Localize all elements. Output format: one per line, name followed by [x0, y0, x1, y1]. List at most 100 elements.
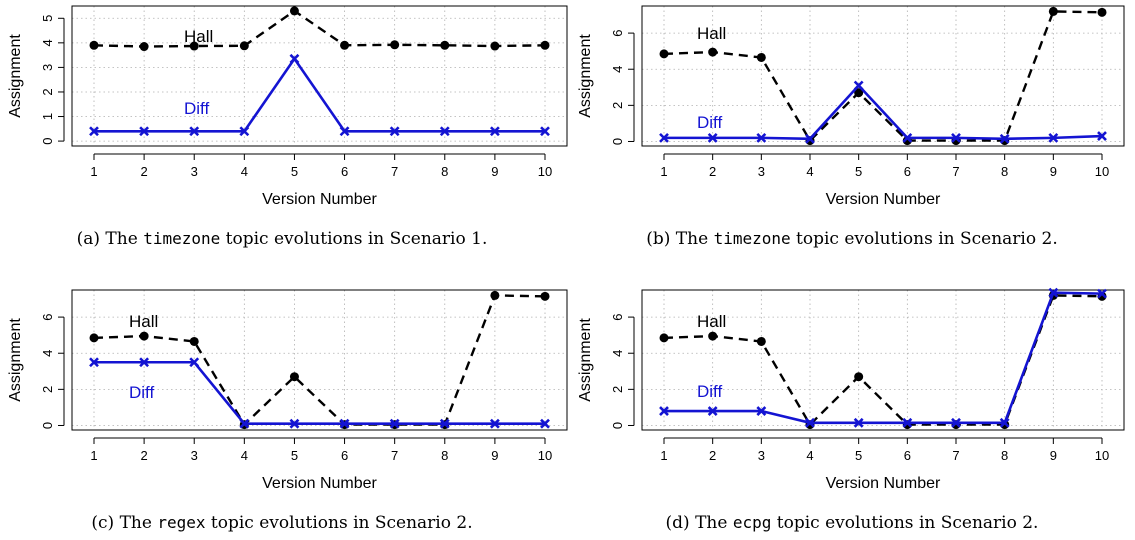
- series-line-hall: [93, 294, 546, 427]
- point-diff: [805, 133, 815, 144]
- point-hall: [756, 52, 766, 62]
- point-hall: [490, 290, 500, 300]
- point-hall: [490, 41, 500, 51]
- point-diff: [999, 417, 1010, 428]
- series-diff: Diff: [89, 53, 550, 137]
- point-diff: [489, 418, 500, 429]
- x-tick-label: 6: [341, 164, 348, 179]
- x-tick-label: 10: [1095, 164, 1109, 179]
- point-diff: [1048, 132, 1059, 143]
- point-diff: [1048, 287, 1059, 298]
- point-diff: [139, 357, 150, 368]
- y-tick-label: 0: [610, 422, 625, 429]
- point-diff: [489, 126, 500, 137]
- x-tick-label: 10: [538, 448, 552, 463]
- y-tick-label: 2: [610, 102, 625, 109]
- point-hall: [340, 40, 350, 50]
- x-tick-label: 4: [806, 164, 813, 179]
- point-diff: [805, 417, 815, 428]
- x-tick-label: 8: [1001, 448, 1008, 463]
- point-diff: [540, 418, 550, 429]
- point-hall: [854, 372, 864, 382]
- point-diff: [239, 418, 250, 429]
- point-hall: [540, 40, 550, 50]
- point-hall: [89, 333, 99, 343]
- point-hall: [756, 336, 766, 346]
- y-tick-label: 3: [40, 64, 55, 71]
- point-hall: [189, 336, 199, 346]
- panel-c: 1 2 3 4 5 6 7 8 9 10 0 2 4 6 Version Number Assignment H…: [7, 289, 568, 533]
- series-label-diff: Diff: [184, 99, 209, 118]
- x-tick-label: 4: [806, 448, 813, 463]
- figure-caption: (a) The timezone topic evolutions in Sce…: [77, 229, 488, 249]
- x-tick-label: 4: [241, 164, 248, 179]
- point-diff: [540, 126, 550, 137]
- point-hall: [440, 40, 450, 50]
- y-tick-label: 4: [610, 350, 625, 357]
- figure-caption: (d) The ecpg topic evolutions in Scenari…: [666, 513, 1039, 533]
- series-line-diff: [664, 83, 1103, 141]
- y-tick-label: 5: [40, 15, 55, 22]
- point-hall: [289, 372, 299, 382]
- x-tick-label: 7: [391, 164, 398, 179]
- series-line-hall: [663, 294, 1103, 427]
- point-diff: [439, 126, 450, 137]
- point-diff: [289, 53, 300, 64]
- x-tick-label: 1: [90, 448, 97, 463]
- point-diff: [389, 418, 400, 429]
- x-tick-label: 4: [241, 448, 248, 463]
- point-diff: [89, 357, 99, 368]
- y-axis-label: Assignment: [7, 318, 24, 402]
- x-tick-label: 5: [855, 448, 862, 463]
- series-line-diff: [94, 56, 545, 133]
- x-tick-label: 9: [491, 448, 498, 463]
- plot-frame: [641, 289, 1125, 431]
- x-tick-label: 5: [291, 448, 298, 463]
- y-tick-label: 4: [610, 66, 625, 73]
- point-hall: [139, 331, 149, 341]
- point-diff: [902, 417, 913, 428]
- panel-d: 1 2 3 4 5 6 7 8 9 10 0 2 4 6 Version Number Assignment H…: [577, 287, 1125, 533]
- point-hall: [854, 88, 864, 98]
- x-tick-label: 9: [1050, 164, 1057, 179]
- series-label-hall: Hall: [697, 24, 726, 43]
- x-tick-label: 1: [90, 164, 97, 179]
- point-diff: [707, 406, 718, 416]
- series-hall: Hall: [659, 290, 1107, 430]
- plot-frame: [641, 5, 1125, 147]
- x-tick-label: 5: [855, 164, 862, 179]
- x-tick-label: 8: [1001, 164, 1008, 179]
- point-diff: [1097, 288, 1107, 299]
- point-hall: [239, 41, 249, 51]
- point-diff: [999, 133, 1010, 144]
- x-tick-label: 7: [391, 448, 398, 463]
- x-tick-label: 9: [491, 164, 498, 179]
- point-diff: [239, 126, 250, 137]
- series-label-hall: Hall: [184, 27, 213, 46]
- series-diff: Diff: [659, 287, 1107, 428]
- x-axis-label: Version Number: [262, 475, 377, 492]
- series-diff: Diff: [659, 80, 1107, 144]
- x-axis-label: Version Number: [826, 191, 941, 208]
- series-hall: Hall: [659, 6, 1107, 146]
- series-label-diff: Diff: [697, 113, 722, 132]
- y-axis-label: Assignment: [577, 318, 594, 402]
- point-diff: [951, 417, 961, 428]
- y-tick-label: 2: [40, 88, 55, 95]
- y-tick-label: 0: [40, 137, 55, 144]
- point-diff: [439, 418, 450, 429]
- panel-b: 1 2 3 4 5 6 7 8 9 10 0 2 4 6 Version Number Assignment H…: [577, 5, 1125, 249]
- point-diff: [659, 132, 669, 143]
- point-diff: [853, 80, 864, 91]
- x-axis-label: Version Number: [826, 475, 941, 492]
- x-tick-label: 10: [1095, 448, 1109, 463]
- x-tick-label: 1: [660, 164, 667, 179]
- y-tick-label: 6: [610, 313, 625, 320]
- y-tick-label: 4: [40, 39, 55, 46]
- series-hall: Hall: [89, 290, 550, 430]
- point-diff: [951, 132, 961, 143]
- point-diff: [756, 406, 767, 416]
- y-tick-label: 0: [610, 138, 625, 145]
- point-hall: [189, 41, 199, 51]
